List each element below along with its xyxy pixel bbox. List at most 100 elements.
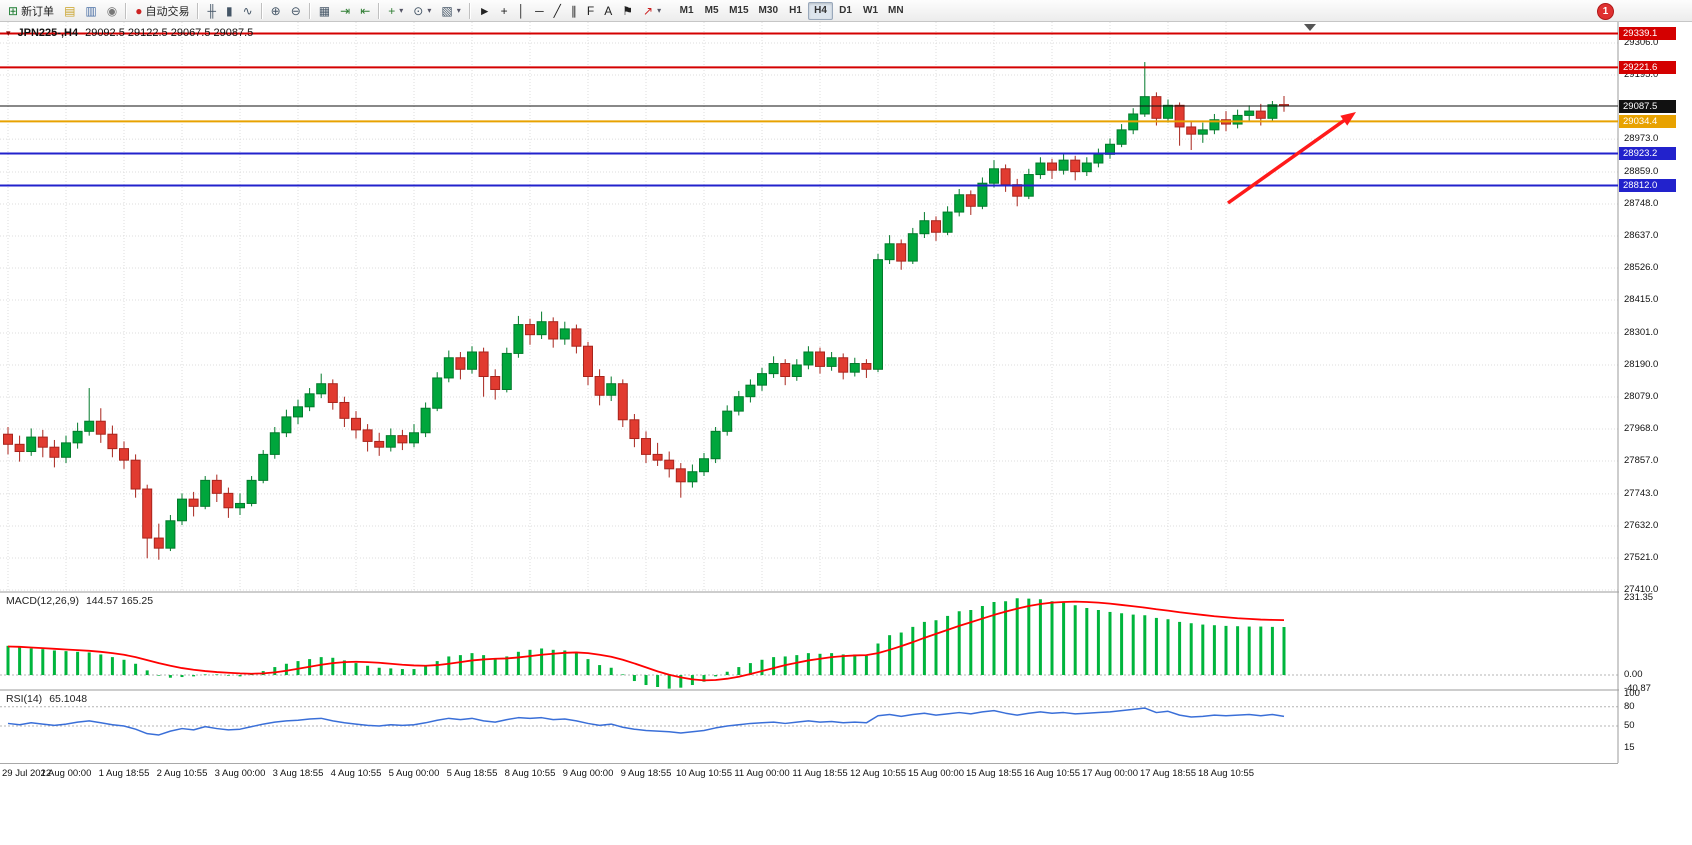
auto-scroll-icon: ⇥ bbox=[340, 3, 351, 18]
toolbar: ⊞ 新订单 ▤ ▥ ◉ ● 自动交易 ╫ ▮ ∿ ⊕ ⊖ ▦ ⇥ ⇤ + ▾ ⊙ ▾ ▧ ▾ ► + │ ─ ╱ ∥ F A ⚑ ↗ ▾ M1… bbox=[0, 0, 1692, 22]
horizontal-line-button[interactable]: ─ bbox=[531, 1, 548, 20]
chevron-down-icon[interactable]: ▾ bbox=[657, 6, 662, 15]
line-chart-button[interactable]: ∿ bbox=[239, 1, 257, 20]
timeframe-h1-button[interactable]: H1 bbox=[783, 2, 808, 20]
price-axis-label: 28526.0 bbox=[1624, 262, 1659, 274]
price-axis-label: 27410.0 bbox=[1624, 583, 1659, 595]
periods-button[interactable]: ⊙ ▾ bbox=[409, 1, 435, 20]
toolbar-separator bbox=[308, 2, 311, 19]
templates-icon: ▧ bbox=[441, 3, 453, 18]
timeframe-m30-button[interactable]: M30 bbox=[754, 2, 783, 20]
trendline-button[interactable]: ╱ bbox=[550, 1, 565, 20]
macd-label: MACD(12,26,9) 144.57 165.25 bbox=[6, 595, 153, 607]
rsi-line bbox=[7, 707, 1285, 736]
time-axis-label: 4 Aug 10:55 bbox=[330, 768, 382, 779]
price-axis-label: 28301.0 bbox=[1624, 326, 1659, 338]
symbol-period-label: JPN225-,H4 bbox=[17, 27, 79, 39]
text-button[interactable]: A bbox=[600, 1, 616, 20]
price-axis-label: 28748.0 bbox=[1624, 197, 1659, 209]
zoom-in-button[interactable]: ⊕ bbox=[267, 1, 285, 20]
resistance-line-upper-price-badge: 29339.1 bbox=[1619, 26, 1676, 40]
arrows-button[interactable]: ↗ ▾ bbox=[639, 1, 665, 20]
price-axis[interactable]: 29306.0 29195.0 28973.0 28859.0 28748.0 28637… bbox=[1619, 22, 1692, 783]
trend-arrow-annotation[interactable] bbox=[1226, 112, 1356, 205]
time-axis-label: 10 Aug 10:55 bbox=[676, 768, 732, 779]
market-watch-icon: ▤ bbox=[64, 3, 76, 18]
horizontal-lines[interactable] bbox=[0, 32, 1618, 187]
timeframe-h4-button[interactable]: H4 bbox=[808, 1, 833, 20]
timeframe-d1-button[interactable]: D1 bbox=[833, 2, 858, 20]
time-axis-label: 5 Aug 00:00 bbox=[388, 768, 440, 779]
chart-shift-icon: ⇤ bbox=[360, 3, 371, 18]
rsi-name: RSI(14) bbox=[6, 693, 43, 705]
price-axis-label: 29195.0 bbox=[1624, 69, 1659, 81]
trendline-icon: ╱ bbox=[553, 3, 561, 18]
chevron-down-icon[interactable]: ▾ bbox=[399, 6, 404, 15]
text-label-icon: ⚑ bbox=[622, 3, 634, 18]
rsi-axis-label: 50 bbox=[1624, 720, 1635, 731]
resistance-line-lower-price-badge: 29221.6 bbox=[1619, 60, 1676, 74]
market-watch-button[interactable]: ▤ bbox=[60, 1, 79, 20]
price-axis-label: 28415.0 bbox=[1624, 294, 1659, 306]
bar-chart-button[interactable]: ╫ bbox=[203, 1, 220, 20]
templates-button[interactable]: ▧ ▾ bbox=[437, 1, 464, 20]
text-label-button[interactable]: ⚑ bbox=[618, 1, 637, 20]
time-axis-label: 3 Aug 00:00 bbox=[214, 768, 266, 779]
macd-name: MACD(12,26,9) bbox=[6, 595, 79, 607]
bar-chart-icon: ╫ bbox=[207, 3, 216, 18]
chart-shift-marker[interactable] bbox=[1304, 24, 1316, 31]
price-axis-label: 28859.0 bbox=[1624, 165, 1659, 177]
price-axis-label: 28637.0 bbox=[1624, 230, 1659, 241]
timeframe-m1-button[interactable]: M1 bbox=[674, 2, 699, 20]
cursor-button[interactable]: ► bbox=[475, 1, 495, 20]
chevron-down-icon[interactable]: ▾ bbox=[427, 6, 432, 15]
autotrading-button[interactable]: ● 自动交易 bbox=[131, 1, 193, 20]
rsi-axis-label: 80 bbox=[1624, 700, 1635, 712]
ohlc-values: 29092.5 29122.5 29067.5 29087.5 bbox=[85, 27, 254, 39]
toolbar-separator bbox=[468, 2, 471, 19]
fibonacci-button[interactable]: F bbox=[583, 1, 598, 20]
time-axis-label: 8 Aug 10:55 bbox=[504, 768, 556, 779]
crosshair-button[interactable]: + bbox=[497, 1, 512, 20]
zoom-out-icon: ⊖ bbox=[290, 3, 301, 18]
candlestick-chart-button[interactable]: ▮ bbox=[222, 1, 237, 20]
zoom-out-button[interactable]: ⊖ bbox=[287, 1, 305, 20]
toolbar-separator bbox=[197, 2, 200, 19]
time-axis-label: 9 Aug 18:55 bbox=[620, 768, 672, 779]
time-axis-label: 1 Aug 00:00 bbox=[40, 768, 92, 779]
timeframe-mn-button[interactable]: MN bbox=[883, 2, 909, 20]
indicators-button[interactable]: + ▾ bbox=[384, 1, 407, 20]
one-click-trading-toggle[interactable]: ▾ bbox=[6, 27, 11, 38]
navigator-button[interactable]: ◉ bbox=[103, 1, 121, 20]
zoom-in-icon: ⊕ bbox=[270, 3, 281, 18]
time-axis-label: 5 Aug 18:55 bbox=[446, 768, 498, 779]
channel-button[interactable]: ∥ bbox=[567, 1, 581, 20]
line-chart-icon: ∿ bbox=[242, 3, 253, 18]
cursor-icon: ► bbox=[478, 3, 491, 18]
timeframe-m5-button[interactable]: M5 bbox=[699, 2, 724, 20]
candlestick-chart-icon: ▮ bbox=[226, 3, 233, 18]
tile-windows-icon: ▦ bbox=[318, 3, 331, 18]
tile-windows-button[interactable]: ▦ bbox=[315, 1, 334, 20]
channel-icon: ∥ bbox=[570, 3, 577, 18]
chart-shift-button[interactable]: ⇤ bbox=[356, 1, 374, 20]
support-line-blue-lower-price-badge: 28812.0 bbox=[1619, 179, 1676, 193]
toolbar-separator bbox=[125, 2, 128, 19]
price-axis-label: 27743.0 bbox=[1624, 487, 1659, 499]
price-axis-label: 27521.0 bbox=[1624, 551, 1659, 563]
bid-price-line-price-badge: 29087.5 bbox=[1619, 99, 1676, 113]
timeframe-m15-button[interactable]: M15 bbox=[724, 2, 753, 20]
panel-separators[interactable] bbox=[0, 22, 1692, 763]
vertical-line-button[interactable]: │ bbox=[514, 1, 530, 20]
chevron-down-icon[interactable]: ▾ bbox=[456, 6, 461, 15]
timeframe-bar: M1 M5 M15 M30 H1 H4 D1 W1 MN bbox=[674, 1, 909, 20]
notification-badge[interactable]: 1 bbox=[1597, 3, 1614, 20]
time-axis[interactable]: 29 Jul 2022 1 Aug 00:00 1 Aug 18:55 2 Aug 1… bbox=[0, 763, 1618, 783]
timeframe-w1-button[interactable]: W1 bbox=[858, 2, 883, 20]
macd-axis-label: 0.00 bbox=[1624, 669, 1643, 681]
time-axis-label: 16 Aug 10:55 bbox=[1024, 768, 1080, 779]
data-window-button[interactable]: ▥ bbox=[81, 1, 100, 20]
new-order-button[interactable]: ⊞ 新订单 bbox=[4, 1, 58, 20]
auto-scroll-button[interactable]: ⇥ bbox=[336, 1, 354, 20]
